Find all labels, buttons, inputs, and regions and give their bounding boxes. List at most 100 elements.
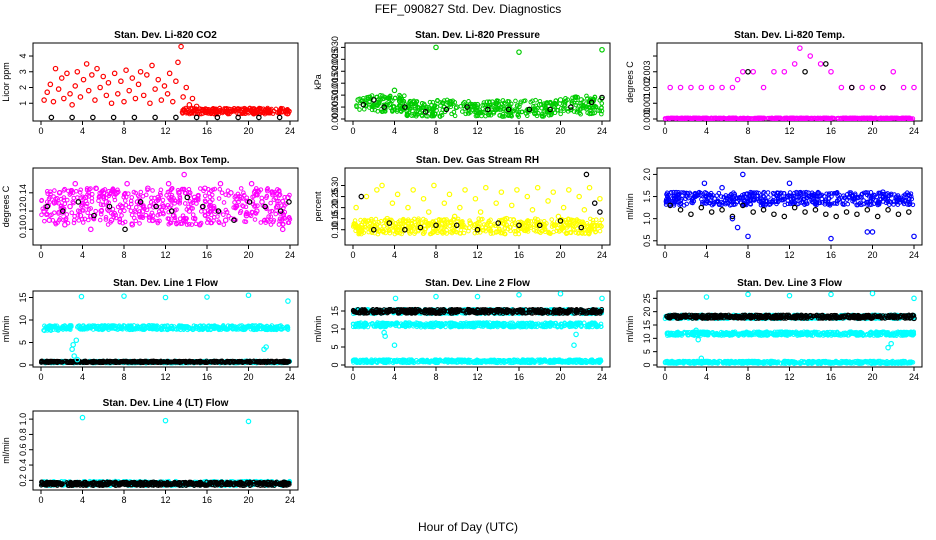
data-point: [791, 204, 798, 211]
band-point: [96, 326, 102, 331]
band-point: [392, 231, 398, 237]
data-point: [118, 78, 124, 85]
data-point: [880, 84, 886, 91]
data-point: [181, 171, 187, 178]
band-point: [429, 113, 435, 119]
band-point: [904, 115, 910, 121]
band-point: [198, 209, 204, 214]
data-point: [98, 208, 104, 214]
band-point: [244, 358, 250, 364]
x-tick-label: 12: [160, 250, 170, 260]
data-point: [729, 213, 736, 220]
band-point: [554, 228, 560, 234]
band-point: [194, 106, 199, 112]
data-point: [874, 213, 881, 220]
band-point: [390, 223, 396, 229]
band-point: [534, 113, 540, 119]
data-point: [235, 359, 241, 365]
band-point: [673, 189, 679, 195]
band-point: [752, 116, 757, 121]
band-point: [63, 217, 68, 223]
band-point: [266, 327, 272, 332]
data-point: [729, 215, 736, 222]
band-point: [117, 216, 122, 222]
band-point: [486, 104, 492, 109]
band-point: [84, 187, 90, 193]
band-point: [221, 222, 227, 227]
data-point: [199, 106, 205, 113]
band-point: [255, 188, 261, 193]
band-point: [397, 97, 402, 102]
data-point: [52, 65, 59, 72]
band-point: [285, 360, 290, 365]
band-point: [716, 190, 722, 196]
band-point: [893, 115, 898, 121]
band-point: [227, 324, 233, 330]
data-point: [410, 187, 416, 193]
band-point: [128, 201, 134, 207]
band-point: [480, 228, 485, 233]
band-point: [216, 196, 222, 201]
band-point: [168, 220, 174, 226]
data-point: [137, 199, 144, 205]
data-point: [885, 207, 891, 213]
band-point: [247, 105, 252, 111]
data-point: [121, 293, 127, 299]
data-point: [285, 298, 291, 304]
band-point: [76, 218, 82, 223]
band-point: [440, 100, 446, 106]
band-point: [696, 190, 701, 196]
band-point: [251, 358, 257, 364]
band-point: [278, 323, 284, 328]
band-point: [432, 111, 438, 117]
data-point: [279, 226, 286, 233]
band-point: [546, 230, 552, 236]
band-point: [897, 116, 902, 121]
band-point: [852, 116, 858, 121]
band-point: [236, 199, 241, 205]
band-point: [235, 191, 241, 197]
band-point: [775, 199, 781, 205]
band-point: [268, 214, 274, 219]
data-point: [462, 187, 468, 193]
data-point: [433, 44, 439, 51]
x-tick-label: 0: [350, 372, 355, 382]
band-point: [238, 208, 244, 214]
band-point: [65, 326, 71, 332]
data-point: [196, 221, 203, 228]
band-point: [190, 212, 196, 218]
band-point: [380, 93, 385, 98]
band-point: [138, 202, 144, 208]
band-point: [269, 208, 275, 214]
band-point: [198, 186, 203, 191]
y-tick-label: 10: [18, 315, 28, 325]
data-point: [843, 209, 850, 215]
band-point: [907, 193, 912, 199]
band-point: [104, 359, 110, 364]
data-point: [74, 356, 81, 363]
band-point: [500, 111, 506, 117]
band-point: [52, 188, 57, 193]
band-point: [724, 200, 729, 206]
data-point: [103, 199, 110, 205]
data-point: [508, 202, 515, 209]
band-point: [180, 110, 186, 115]
band-point: [178, 221, 183, 226]
data-point: [797, 45, 803, 51]
data-point: [451, 213, 458, 220]
x-tick-label: 24: [597, 372, 607, 382]
band-point: [448, 219, 453, 224]
x-tick-label: 12: [472, 250, 482, 260]
band-point: [79, 207, 85, 213]
x-tick-label: 12: [472, 126, 482, 136]
data-point: [568, 104, 574, 110]
data-point: [233, 203, 239, 210]
band-point: [48, 191, 53, 197]
band-point: [564, 225, 570, 230]
band-point: [868, 195, 874, 200]
band-point: [813, 201, 818, 206]
band-point: [818, 193, 824, 199]
band-point: [71, 220, 77, 226]
band-point: [182, 201, 188, 206]
